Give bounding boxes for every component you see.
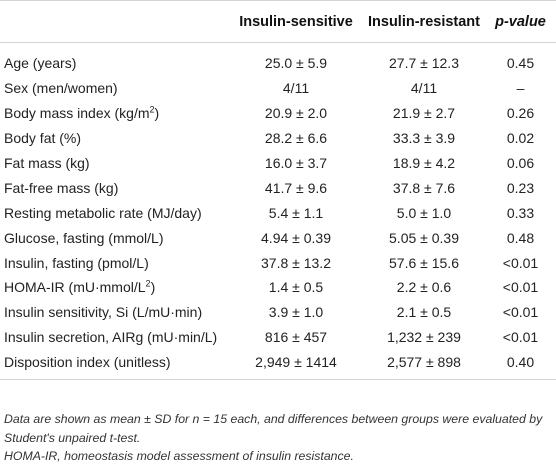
insulin-resistant-value: 2.1 ± 0.5	[396, 304, 452, 321]
p-value: 0.40	[485, 349, 556, 380]
table-header-row: Insulin-sensitive Insulin-resistant p-va…	[0, 0, 556, 43]
p-value: 0.06	[506, 155, 535, 171]
row-label-text: Age (years)	[4, 55, 77, 72]
p-value: 0.45	[506, 55, 535, 72]
insulin-sensitive-value: 25.0 ± 5.9	[264, 55, 328, 72]
results-table: Insulin-sensitive Insulin-resistant p-va…	[0, 0, 556, 380]
row-label: Age (years)	[0, 43, 229, 76]
results-table-container: Insulin-sensitive Insulin-resistant p-va…	[0, 0, 556, 380]
insulin-sensitive-value: 816 ± 457	[264, 329, 328, 346]
insulin-sensitive-value: 4.94 ± 0.39	[261, 229, 331, 246]
table-row: Sex (men/women) 4/11 4/11 –	[0, 76, 556, 101]
table-body: Age (years) 25.0 ± 5.9 27.7 ± 12.3 0.45 Sex …	[0, 43, 556, 380]
row-label-suffix: )	[154, 105, 160, 122]
table-row: HOMA-IR (mU·mmol/L2) 1.4 ± 0.5 2.2 ± 0.6 <0…	[0, 275, 556, 300]
row-label-text: Disposition index (unitless)	[4, 354, 171, 371]
p-value: <0.01	[502, 279, 539, 296]
table-row: Age (years) 25.0 ± 5.9 27.7 ± 12.3 0.45	[0, 43, 556, 76]
header-label	[0, 0, 229, 43]
insulin-resistant-value: 1,232 ± 239	[387, 329, 461, 346]
footnote-statistics: Data are shown as mean ± SD for n = 15 e…	[4, 412, 543, 445]
p-value: 0.02	[506, 130, 535, 147]
p-value: –	[516, 80, 525, 97]
table-row: Insulin sensitivity, Si (L/mU·min) 3.9 ± …	[0, 300, 556, 325]
insulin-resistant-value: 2,577 ± 898	[363, 349, 485, 380]
insulin-resistant-value: 33.3 ± 3.9	[392, 130, 456, 147]
header-p-value-text: p-value	[495, 13, 546, 30]
row-label: HOMA-IR (mU·mmol/L2)	[0, 275, 229, 300]
row-label: Fat-free mass (kg)	[0, 175, 229, 200]
table-footnote: Data are shown as mean ± SD for n = 15 e…	[4, 410, 552, 466]
insulin-resistant-value: 4/11	[410, 80, 438, 97]
row-label: Resting metabolic rate (MJ/day)	[0, 200, 229, 225]
row-label-text: Insulin, fasting (pmol/L)	[4, 254, 149, 271]
insulin-sensitive-value: 4/11	[282, 80, 310, 97]
insulin-resistant-value: 5.0 ± 1.0	[396, 204, 452, 221]
table-row: Fat mass (kg) 16.0 ± 3.7 18.9 ± 4.2 0.06	[0, 151, 556, 176]
p-value: 0.33	[506, 204, 535, 221]
header-insulin-sensitive: Insulin-sensitive	[229, 0, 363, 43]
insulin-resistant-value: 57.6 ± 15.6	[389, 254, 459, 271]
row-label-text: Body fat (%)	[4, 130, 82, 147]
insulin-resistant-value: 18.9 ± 4.2	[392, 155, 456, 171]
table-row: Disposition index (unitless) 2,949 ± 1414…	[0, 349, 556, 380]
insulin-sensitive-value: 1.4 ± 0.5	[268, 279, 324, 296]
row-label: Insulin secretion, AIRg (mU·min/L)	[0, 325, 229, 350]
row-label-text: Insulin secretion, AIRg (mU·min/L)	[4, 329, 218, 346]
row-label: Fat mass (kg)	[0, 151, 229, 176]
p-value: 0.23	[506, 179, 535, 196]
row-label-text: Fat mass (kg)	[4, 155, 90, 171]
insulin-resistant-value: 21.9 ± 2.7	[392, 105, 456, 122]
p-value: <0.01	[502, 254, 539, 271]
row-label-text: Insulin sensitivity, Si (L/mU·min)	[4, 304, 203, 321]
insulin-sensitive-value: 3.9 ± 1.0	[268, 304, 324, 321]
insulin-resistant-value: 5.05 ± 0.39	[389, 229, 459, 246]
row-label: Glucose, fasting (mmol/L)	[0, 225, 229, 250]
row-label-text: Glucose, fasting (mmol/L)	[4, 229, 164, 246]
table-row: Body fat (%) 28.2 ± 6.6 33.3 ± 3.9 0.02	[0, 126, 556, 151]
row-label-text: Fat-free mass (kg)	[4, 179, 119, 196]
insulin-sensitive-value: 28.2 ± 6.6	[264, 130, 328, 147]
row-label: Insulin sensitivity, Si (L/mU·min)	[0, 300, 229, 325]
p-value: <0.01	[502, 329, 539, 346]
row-label-superscript: 2	[145, 278, 151, 289]
row-label: Insulin, fasting (pmol/L)	[0, 250, 229, 275]
p-value: 0.48	[506, 229, 535, 246]
row-label: Sex (men/women)	[0, 76, 229, 101]
row-label-suffix: )	[150, 279, 156, 296]
insulin-sensitive-value: 5.4 ± 1.1	[268, 204, 324, 221]
insulin-sensitive-value: 2,949 ± 1414	[229, 349, 363, 380]
row-label: Disposition index (unitless)	[0, 349, 229, 380]
table-row: Resting metabolic rate (MJ/day) 5.4 ± 1.1…	[0, 200, 556, 225]
header-p-value: p-value	[485, 0, 556, 43]
table-row: Insulin secretion, AIRg (mU·min/L) 816 ± …	[0, 325, 556, 350]
table-row: Fat-free mass (kg) 41.7 ± 9.6 37.8 ± 7.6 0.…	[0, 175, 556, 200]
table-row: Glucose, fasting (mmol/L) 4.94 ± 0.39 5.05…	[0, 225, 556, 250]
row-label-text: Body mass index (kg/m	[4, 105, 150, 122]
insulin-resistant-value: 37.8 ± 7.6	[392, 179, 456, 196]
row-label: Body fat (%)	[0, 126, 229, 151]
table-row: Insulin, fasting (pmol/L) 37.8 ± 13.2 57.6…	[0, 250, 556, 275]
footnote-abbreviation: HOMA-IR, homeostasis model assessment of…	[4, 449, 354, 463]
insulin-resistant-value: 27.7 ± 12.3	[389, 55, 459, 72]
p-value: <0.01	[502, 304, 539, 321]
row-label-text: Sex (men/women)	[4, 80, 118, 97]
insulin-sensitive-value: 20.9 ± 2.0	[264, 105, 328, 122]
insulin-resistant-value: 2.2 ± 0.6	[396, 279, 452, 296]
insulin-sensitive-value: 37.8 ± 13.2	[261, 254, 331, 271]
header-insulin-resistant: Insulin-resistant	[363, 0, 485, 43]
table-row: Body mass index (kg/m2) 20.9 ± 2.0 21.9 ± …	[0, 101, 556, 126]
row-label-text: Resting metabolic rate (MJ/day)	[4, 204, 202, 221]
p-value: 0.26	[506, 105, 535, 122]
insulin-sensitive-value: 41.7 ± 9.6	[264, 179, 328, 196]
insulin-sensitive-value: 16.0 ± 3.7	[264, 155, 328, 171]
row-label-text: HOMA-IR (mU·mmol/L	[4, 279, 146, 296]
row-label: Body mass index (kg/m2)	[0, 101, 229, 126]
row-label-superscript: 2	[149, 104, 155, 115]
